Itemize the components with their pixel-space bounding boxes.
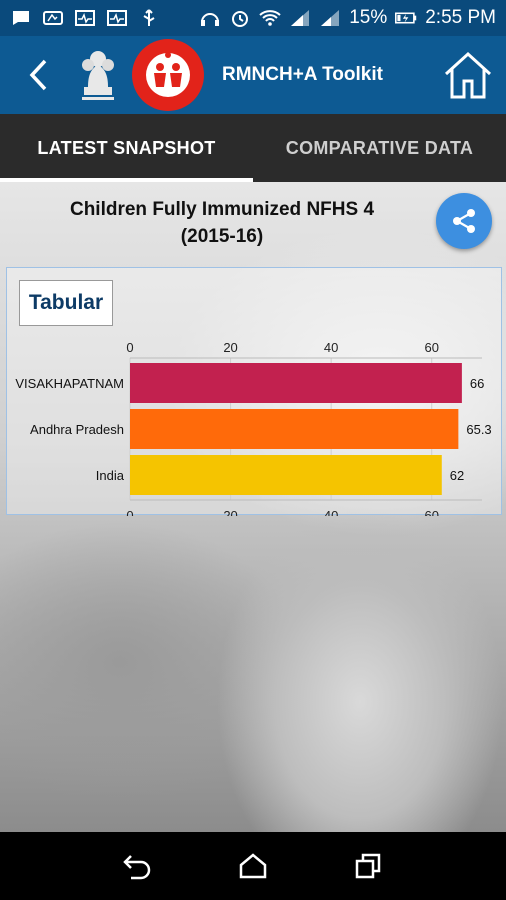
tick-label-bottom: 60 (424, 508, 438, 516)
battery-percent: 15% (349, 7, 388, 28)
signal-icon (289, 9, 311, 27)
share-icon (453, 209, 475, 233)
bar-chart: 0 0 20 20 40 40 60 60 VISAKHAPATNAM 66 Andhra Prad… (15, 340, 491, 516)
tab-bar: LATEST SNAPSHOT COMPARATIVE DATA (0, 114, 506, 182)
chart-title: Children Fully Immunized NFHS 4 (2015-16… (20, 196, 424, 250)
share-button[interactable] (436, 193, 492, 249)
data-label: 65.3 (466, 422, 491, 437)
nav-back-icon (122, 855, 150, 880)
health-icon (74, 9, 96, 27)
nav-home-icon (239, 853, 267, 879)
battery-charging-icon (395, 9, 417, 27)
tick-label-bottom: 0 (126, 508, 133, 516)
emblem-icon (82, 51, 114, 100)
home-icon (444, 51, 492, 99)
bar (130, 409, 459, 449)
back-arrow-icon (29, 59, 47, 91)
category-label: Andhra Pradesh (30, 422, 124, 437)
usb-icon (138, 9, 160, 27)
app-bar: RMNCH+A Toolkit (0, 36, 506, 114)
clock: 2:55 PM (425, 7, 496, 28)
tick-label-top: 20 (223, 340, 237, 355)
tabular-button[interactable]: Tabular (19, 280, 113, 326)
category-label: India (96, 468, 125, 483)
tick-label-top: 60 (424, 340, 438, 355)
tab-comparative-data[interactable]: COMPARATIVE DATA (285, 137, 474, 158)
app-logos (76, 37, 212, 113)
content-area: Children Fully Immunized NFHS 4 (2015-16… (0, 182, 506, 832)
status-bar: 15% 2:55 PM (0, 0, 506, 36)
bar (130, 455, 442, 495)
alarm-icon (229, 9, 251, 27)
tick-label-top: 40 (324, 340, 338, 355)
chat-icon (42, 9, 64, 27)
category-label: VISAKHAPATNAM (15, 376, 124, 391)
headphones-icon (199, 9, 221, 27)
chart-title-line1: Children Fully Immunized NFHS 4 (69, 199, 375, 220)
tick-label-bottom: 40 (324, 508, 338, 516)
chart-card: Tabular 0 0 20 20 40 40 60 60 VISAKHAPATNAM 66 And… (6, 267, 502, 516)
app-title: RMNCH+A Toolkit (222, 64, 383, 85)
chart-title-line2: (2015-16) (180, 226, 264, 247)
home-button[interactable] (436, 36, 500, 114)
nav-back-button[interactable] (118, 846, 158, 886)
tick-label-top: 0 (126, 340, 133, 355)
bar (130, 363, 462, 403)
data-label: 62 (450, 468, 464, 483)
nav-recents-icon (356, 853, 381, 879)
nhm-logo-icon (132, 39, 204, 111)
tick-label-bottom: 20 (223, 508, 237, 516)
data-label: 66 (470, 376, 484, 391)
signal-icon (319, 9, 341, 27)
whatsapp-icon (10, 9, 32, 27)
tab-latest-snapshot[interactable]: LATEST SNAPSHOT (0, 114, 253, 182)
wifi-icon (259, 9, 281, 27)
nav-recents-button[interactable] (348, 846, 388, 886)
nav-home-button[interactable] (233, 846, 273, 886)
back-button[interactable] (0, 36, 76, 114)
navigation-bar (0, 832, 506, 900)
pulse-icon (106, 9, 128, 27)
